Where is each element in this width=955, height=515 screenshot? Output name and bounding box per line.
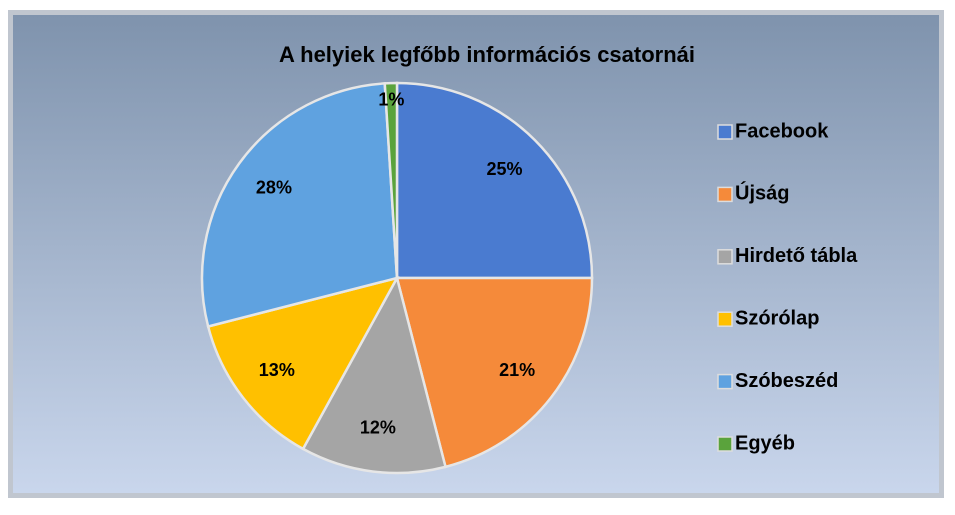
data-label: 1%: [378, 89, 404, 109]
legend-label: Hirdető tábla: [735, 245, 858, 267]
legend-swatch: [717, 186, 733, 203]
legend-label: Újság: [735, 181, 789, 205]
pie-slice: [395, 276, 594, 469]
pie-slice: [206, 276, 400, 451]
legend-label: Facebook: [735, 120, 829, 142]
legend-swatch: [717, 249, 733, 265]
legend-label: Egyéb: [735, 432, 795, 454]
legend-swatch: [717, 436, 733, 452]
data-label: 21%: [499, 360, 535, 380]
pie-slice: [301, 274, 448, 475]
data-label: 13%: [259, 360, 295, 380]
legend-swatch: [717, 124, 733, 140]
legend-label: Szórólap: [735, 307, 819, 329]
legend-label: Szóbeszéd: [735, 370, 838, 392]
legend-swatch: [717, 373, 733, 390]
data-label: 28%: [256, 177, 292, 197]
pie-slice: [200, 82, 399, 329]
legend-swatch: [717, 311, 733, 327]
pie-slice: [395, 81, 594, 280]
data-label: 25%: [487, 159, 523, 179]
pie-slice: [383, 81, 399, 279]
data-label: 12%: [360, 418, 396, 438]
chart-title: A helyiek legfőbb információs csatornái: [279, 42, 695, 67]
